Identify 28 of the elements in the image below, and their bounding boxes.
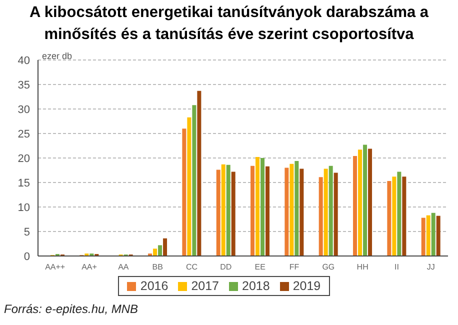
x-tick-label: II <box>394 262 399 272</box>
x-tick-label: AA++ <box>45 262 66 272</box>
legend-label: 2017 <box>190 279 219 293</box>
chart-title: A kibocsátott energetikai tanúsítványok darabszáma a minősítés és a tanúsítás éve szerint csoportosítva <box>28 3 430 45</box>
x-tick-label: HH <box>356 262 369 272</box>
legend-label: 2019 <box>292 279 321 293</box>
y-tick-label: 5 <box>24 226 30 238</box>
legend-label: 2016 <box>139 279 168 293</box>
x-tick-label: GG <box>322 262 335 272</box>
y-tick-label: 10 <box>18 202 30 214</box>
legend-label: 2018 <box>241 279 270 293</box>
y-tick-label: 20 <box>18 152 30 165</box>
x-tick-label: DD <box>220 262 232 272</box>
x-tick-label: BB <box>152 262 163 272</box>
x-tick-label: JJ <box>426 262 435 272</box>
y-tick-label: 25 <box>18 128 30 140</box>
y-axis-title: ezer db <box>42 51 72 61</box>
y-tick-label: 15 <box>18 177 30 190</box>
y-tick-label: 40 <box>18 54 30 67</box>
y-tick-label: 0 <box>24 250 30 263</box>
y-tick-label: 30 <box>18 104 30 116</box>
x-tick-label: AA+ <box>82 262 98 272</box>
x-tick-label: FF <box>289 262 300 272</box>
x-tick-label: EE <box>254 262 266 272</box>
x-tick-label: AA <box>118 262 130 272</box>
text: Forrás: e-epites.hu, MNB <box>4 302 138 316</box>
x-tick-label: CC <box>186 262 198 272</box>
y-tick-label: 35 <box>18 79 30 92</box>
